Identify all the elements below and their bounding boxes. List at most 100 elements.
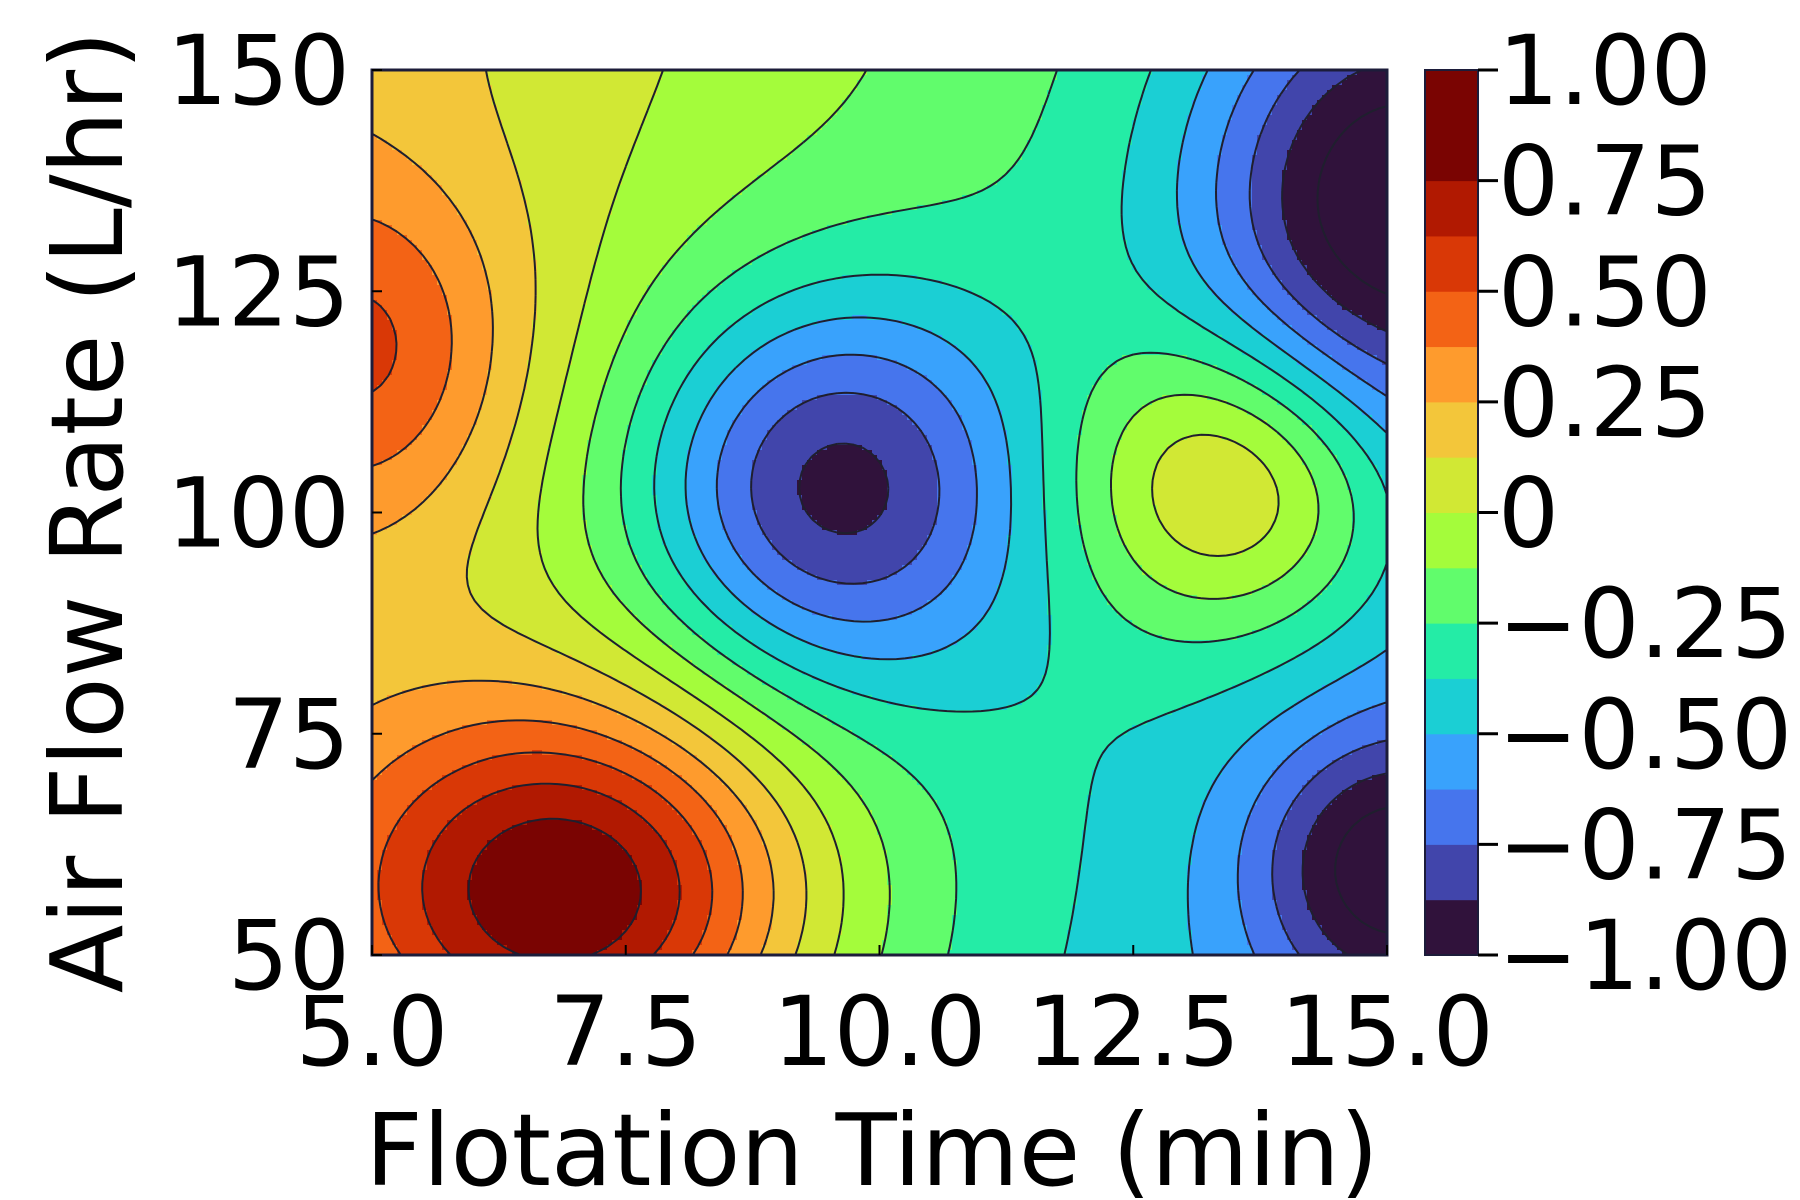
contour-band-cell	[937, 90, 943, 96]
contour-band-cell	[887, 95, 893, 101]
contour-band-cell	[1337, 150, 1343, 156]
contour-band-cell	[897, 105, 903, 111]
contour-band-cell	[1062, 130, 1068, 136]
contour-band-cell	[682, 175, 688, 181]
contour-band-cell	[1047, 75, 1053, 81]
contour-band-cell	[557, 105, 563, 111]
contour-band-cell	[1142, 110, 1148, 116]
contour-band-cell	[622, 135, 628, 141]
contour-band-cell	[1057, 170, 1063, 176]
contour-band-cell	[1247, 120, 1253, 126]
contour-band-cell	[602, 145, 608, 151]
contour-band-cell	[1302, 150, 1308, 156]
contour-band-cell	[1172, 120, 1178, 126]
contour-band-cell	[697, 150, 703, 156]
contour-band-cell	[1222, 90, 1228, 96]
contour-band-cell	[852, 175, 858, 181]
contour-band-cell	[702, 75, 708, 81]
contour-band-cell	[707, 175, 713, 181]
contour-band-cell	[957, 170, 963, 176]
contour-band-cell	[1022, 95, 1028, 101]
contour-band-cell	[772, 150, 778, 156]
contour-band-cell	[717, 130, 723, 136]
contour-band-cell	[657, 120, 663, 126]
contour-band-cell	[722, 155, 728, 161]
contour-band-cell	[527, 110, 533, 116]
contour-band-cell	[792, 85, 798, 91]
contour-band-cell	[837, 115, 843, 121]
contour-band-cell	[977, 135, 983, 141]
contour-band-cell	[1152, 110, 1158, 116]
contour-band-cell	[842, 90, 848, 96]
contour-band-cell	[452, 170, 458, 176]
contour-band-cell	[542, 125, 548, 131]
contour-band-cell	[842, 105, 848, 111]
contour-band-cell	[1127, 160, 1133, 166]
contour-band-cell	[1102, 135, 1108, 141]
contour-band-cell	[967, 170, 973, 176]
contour-band-cell	[1257, 115, 1263, 121]
contour-band-cell	[1217, 85, 1223, 91]
contour-band-cell	[642, 150, 648, 156]
contour-band-cell	[857, 110, 863, 116]
contour-band-cell	[727, 80, 733, 86]
contour-band-cell	[1027, 85, 1033, 91]
contour-band-cell	[967, 100, 973, 106]
contour-band-cell	[502, 105, 508, 111]
contour-band-cell	[972, 110, 978, 116]
contour-band-cell	[422, 120, 428, 126]
contour-band-cell	[847, 100, 853, 106]
contour-band-cell	[1317, 145, 1323, 151]
contour-band-cell	[552, 95, 558, 101]
contour-band-cell	[647, 80, 653, 86]
contour-band-cell	[1132, 155, 1138, 161]
contour-band-cell	[942, 120, 948, 126]
contour-band-cell	[732, 175, 738, 181]
contour-band-cell	[1112, 110, 1118, 116]
contour-band-cell	[872, 110, 878, 116]
contour-band-cell	[1337, 85, 1343, 91]
contour-band-cell	[747, 150, 753, 156]
contour-band-cell	[1032, 170, 1038, 176]
contour-band-cell	[947, 90, 953, 96]
contour-band-cell	[1042, 150, 1048, 156]
contour-band-cell	[652, 100, 658, 106]
contour-band-cell	[572, 145, 578, 151]
contour-band-cell	[597, 110, 603, 116]
contour-band-cell	[1222, 155, 1228, 161]
contour-band-cell	[482, 125, 488, 131]
contour-band-cell	[817, 105, 823, 111]
contour-band-cell	[537, 145, 543, 151]
contour-band-cell	[552, 145, 558, 151]
contour-band-cell	[1042, 90, 1048, 96]
contour-band-cell	[492, 115, 498, 121]
contour-band-cell	[582, 75, 588, 81]
contour-band-cell	[387, 85, 393, 91]
contour-band-cell	[862, 110, 868, 116]
contour-band-cell	[987, 150, 993, 156]
contour-band-cell	[1107, 125, 1113, 131]
contour-band-cell	[932, 110, 938, 116]
contour-band-cell	[472, 130, 478, 136]
contour-band-cell	[767, 110, 773, 116]
contour-band-cell	[452, 130, 458, 136]
contour-band-cell	[862, 90, 868, 96]
contour-band-cell	[1107, 100, 1113, 106]
contour-band-cell	[1187, 125, 1193, 131]
contour-band-cell	[1257, 170, 1263, 176]
contour-band-cell	[377, 150, 383, 156]
contour-band-cell	[397, 170, 403, 176]
contour-band-cell	[1337, 145, 1343, 151]
contour-band-cell	[967, 120, 973, 126]
contour-band-cell	[1367, 170, 1373, 176]
contour-band-cell	[1117, 145, 1123, 151]
contour-band-cell	[672, 75, 678, 81]
contour-band-cell	[777, 100, 783, 106]
contour-band-cell	[1117, 110, 1123, 116]
contour-band-cell	[847, 155, 853, 161]
contour-band-cell	[672, 110, 678, 116]
contour-band-cell	[962, 90, 968, 96]
contour-band-cell	[1167, 170, 1173, 176]
contour-band-cell	[587, 140, 593, 146]
contour-band-cell	[842, 150, 848, 156]
